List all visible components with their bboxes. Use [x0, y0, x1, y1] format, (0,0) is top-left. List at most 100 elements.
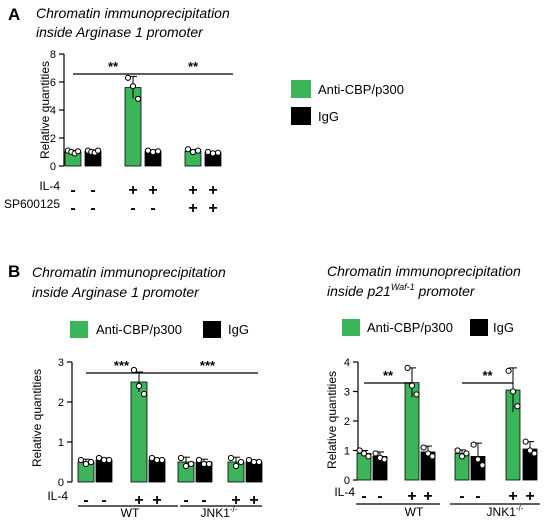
- chart-a-cond-plus: +: [128, 182, 137, 199]
- chart-bl-cond-minus: -: [201, 492, 206, 509]
- chart-br-title-line1: Chromatin immunoprecipitation: [327, 263, 521, 279]
- chart-a-title-line1: Chromatin immunoprecipitation: [36, 5, 230, 21]
- chart-br-data-point: [429, 453, 436, 460]
- chart-br-y-tick-label: 0: [344, 475, 350, 487]
- chart-bl-data-point: [140, 390, 148, 398]
- chart-a-sig-label: **: [188, 59, 199, 74]
- chart-bl-y-tick-label: 0: [58, 477, 64, 489]
- chart-a-legend-anti: Anti-CBP/p300: [318, 82, 404, 97]
- chart-br-group-jnk1-label: JNK1: [487, 505, 517, 519]
- chart-bl-sig-label: ***: [200, 358, 216, 373]
- chart-br-legend-igg: IgG: [493, 320, 514, 335]
- chart-bl-data-point: [232, 462, 240, 470]
- chart-a-data-point: [134, 95, 142, 102]
- chart-br-cond-minus: -: [377, 488, 382, 505]
- chart-br-data-point: [514, 403, 521, 410]
- chart-a-data-point: [154, 148, 162, 155]
- chart-a-legend-igg: IgG: [318, 109, 339, 124]
- chart-a-data-point: [144, 147, 152, 154]
- chart-bl-data-point: [255, 458, 263, 466]
- chart-br-cond-label-0: IL-4: [334, 485, 355, 499]
- chart-a-cond-minus: -: [70, 182, 75, 199]
- chart-bl-legend-swatch-igg: [203, 321, 221, 338]
- chart-a-data-point: [194, 147, 202, 154]
- chart-bl-cond-plus: +: [134, 492, 143, 509]
- chart-a-legend-swatch-igg: [291, 107, 311, 125]
- chart-br-y-tick-label: 2: [344, 416, 350, 428]
- chart-a-data-point: [204, 148, 212, 156]
- chart-a-legend-swatch-anti: [291, 80, 311, 98]
- chart-br-cond-minus: -: [475, 488, 480, 505]
- chart-bl-data-point: [77, 456, 85, 464]
- chart-br-group-jnk1: JNK1-/-: [487, 504, 524, 519]
- chart-bl-cond-minus: -: [83, 492, 88, 509]
- chart-br-y-tick-label: 4: [344, 357, 350, 369]
- chart-br-cond-plus: +: [508, 488, 517, 505]
- chart-br-title-sup: Waf-1: [391, 282, 415, 292]
- chart-br-y-tick-label: 3: [344, 387, 350, 399]
- chart-br-title-line2: inside p21Waf-1 promoter: [327, 282, 476, 299]
- chart-br-data-point: [505, 367, 512, 374]
- chart-bl-y-tick-label: 2: [58, 397, 64, 409]
- chart-bl-data-point: [237, 458, 245, 466]
- panel-label-b: B: [8, 262, 20, 281]
- chart-bl-data-point: [87, 458, 95, 466]
- chart-bl-data-point: [182, 462, 190, 470]
- chart-bl-y-tick-label: 1: [58, 437, 64, 449]
- chart-br-data-point: [509, 388, 517, 395]
- chart-br-data-point: [454, 447, 461, 454]
- chart-bl-cond-plus: +: [152, 492, 161, 509]
- chart-br-cond-plus: +: [407, 488, 416, 505]
- chart-bl-data-point: [250, 458, 258, 466]
- chart-bl-data-point: [205, 460, 213, 468]
- chart-bl-cond-minus: -: [101, 492, 106, 509]
- chart-a-cond-minus: -: [90, 200, 95, 217]
- chart-br-ylabel: Relative quantities: [325, 371, 339, 469]
- chart-br-cond-minus: -: [459, 488, 464, 505]
- chart-a-data-point: [184, 146, 192, 153]
- chart-a-data-point: [129, 83, 137, 90]
- chart-a-cond-minus: -: [150, 200, 155, 217]
- chart-a-data-point: [189, 148, 197, 156]
- chart-br-cond-minus: -: [361, 488, 366, 505]
- chart-br-data-point: [404, 364, 411, 371]
- chart-a-ylabel: Relative quantities: [38, 61, 52, 159]
- chart-br-data-point: [360, 450, 368, 457]
- chart-a-data-point: [209, 150, 217, 157]
- chart-a-y-tick-label: 8: [50, 49, 56, 61]
- chart-bl-data-point: [148, 454, 156, 462]
- chart-bl-data-point: [245, 456, 253, 464]
- chart-br-group-jnk1-sup: -/-: [516, 504, 524, 513]
- chart-bl-data-point: [195, 456, 203, 464]
- chart-bl-group-wt: WT: [121, 506, 140, 520]
- chart-bl-title-line1: Chromatin immunoprecipitation: [32, 264, 226, 280]
- chart-br-data-point: [372, 450, 379, 457]
- chart-bl-data-point: [135, 382, 143, 390]
- chart-br-data-point: [463, 450, 470, 457]
- chart-bl-data-point: [153, 456, 161, 464]
- chart-bl-cond-label-0: IL-4: [47, 489, 68, 503]
- chart-br-sig-label: **: [383, 368, 394, 383]
- chart-a-data-point: [124, 74, 132, 81]
- chart-a-y-tick-label: 6: [50, 77, 56, 89]
- chart-br-cond-plus: +: [525, 488, 534, 505]
- chart-a-title-line2: inside Arginase 1 promoter: [36, 24, 204, 40]
- chart-bl-group-jnk1-label: JNK1: [201, 506, 231, 520]
- chart-br-data-point: [474, 456, 482, 463]
- chart-a-cond-plus: +: [148, 182, 157, 199]
- chart-br-data-point: [526, 447, 534, 454]
- chart-bl-data-point: [227, 454, 235, 462]
- chart-a-data-point: [214, 149, 222, 156]
- chart-br-data-point: [458, 453, 466, 460]
- chart-a-y-tick-label: 0: [50, 161, 56, 173]
- chart-br-legend-swatch-igg: [470, 319, 488, 336]
- chart-a-data-point: [149, 148, 157, 156]
- chart-br-data-point: [365, 453, 372, 460]
- chart-a-cond-minus: -: [130, 200, 135, 217]
- chart-a-cond-label-0: IL-4: [39, 179, 60, 193]
- chart-bl-data-point: [187, 460, 195, 468]
- chart-br-data-point: [420, 444, 427, 451]
- chart-a-cond-plus: +: [188, 182, 197, 199]
- chart-bl-data-point: [158, 456, 166, 464]
- chart-br-data-point: [381, 456, 388, 463]
